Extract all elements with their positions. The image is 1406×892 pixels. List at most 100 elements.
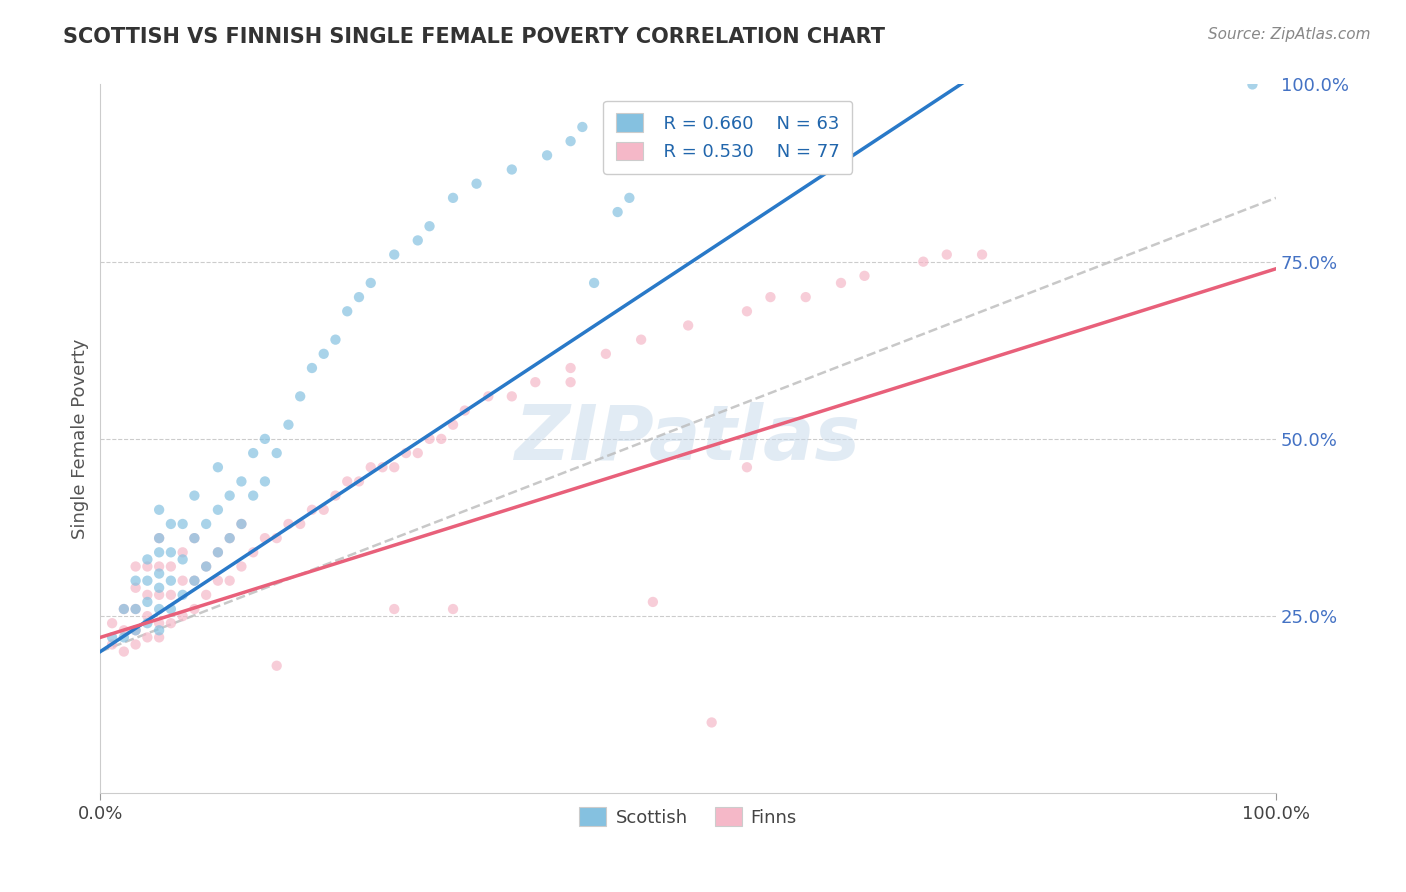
- Point: [735, 304, 758, 318]
- Point: [160, 602, 183, 616]
- Point: [360, 276, 382, 290]
- Point: [136, 595, 159, 609]
- Point: [970, 247, 993, 261]
- Point: [148, 545, 170, 559]
- Point: [183, 531, 205, 545]
- Point: [148, 602, 170, 616]
- Point: [735, 460, 758, 475]
- Point: [101, 631, 124, 645]
- Point: [454, 403, 477, 417]
- Point: [465, 177, 488, 191]
- Text: Source: ZipAtlas.com: Source: ZipAtlas.com: [1208, 27, 1371, 42]
- Point: [136, 631, 159, 645]
- Point: [207, 545, 229, 559]
- Point: [124, 602, 146, 616]
- Text: ZIPatlas: ZIPatlas: [515, 402, 860, 476]
- Point: [418, 219, 440, 234]
- Point: [700, 715, 723, 730]
- Point: [853, 268, 876, 283]
- Point: [759, 290, 782, 304]
- Point: [124, 574, 146, 588]
- Point: [571, 120, 593, 134]
- Point: [266, 446, 288, 460]
- Point: [124, 581, 146, 595]
- Point: [583, 276, 606, 290]
- Point: [676, 162, 699, 177]
- Point: [124, 624, 146, 638]
- Point: [124, 559, 146, 574]
- Point: [641, 595, 664, 609]
- Point: [266, 531, 288, 545]
- Point: [266, 658, 288, 673]
- Point: [277, 417, 299, 432]
- Point: [148, 531, 170, 545]
- Point: [218, 574, 240, 588]
- Point: [112, 644, 135, 658]
- Point: [148, 616, 170, 631]
- Point: [441, 191, 464, 205]
- Point: [336, 475, 359, 489]
- Point: [560, 375, 582, 389]
- Point: [136, 552, 159, 566]
- Point: [160, 516, 183, 531]
- Point: [160, 559, 183, 574]
- Point: [382, 460, 405, 475]
- Point: [124, 602, 146, 616]
- Point: [253, 432, 276, 446]
- Point: [218, 489, 240, 503]
- Point: [606, 205, 628, 219]
- Point: [794, 290, 817, 304]
- Point: [312, 503, 335, 517]
- Point: [231, 475, 253, 489]
- Point: [136, 616, 159, 631]
- Point: [160, 545, 183, 559]
- Point: [195, 588, 218, 602]
- Point: [195, 516, 218, 531]
- Point: [218, 531, 240, 545]
- Point: [935, 247, 957, 261]
- Point: [101, 616, 124, 631]
- Point: [172, 516, 194, 531]
- Point: [148, 624, 170, 638]
- Point: [124, 638, 146, 652]
- Point: [676, 318, 699, 333]
- Point: [501, 389, 523, 403]
- Point: [148, 531, 170, 545]
- Point: [136, 609, 159, 624]
- Point: [441, 602, 464, 616]
- Y-axis label: Single Female Poverty: Single Female Poverty: [72, 339, 89, 539]
- Point: [160, 588, 183, 602]
- Point: [207, 545, 229, 559]
- Point: [242, 545, 264, 559]
- Point: [301, 503, 323, 517]
- Point: [336, 304, 359, 318]
- Point: [501, 162, 523, 177]
- Point: [430, 432, 453, 446]
- Point: [630, 333, 652, 347]
- Point: [172, 545, 194, 559]
- Point: [253, 475, 276, 489]
- Point: [560, 134, 582, 148]
- Point: [325, 333, 347, 347]
- Point: [124, 624, 146, 638]
- Point: [183, 602, 205, 616]
- Point: [290, 389, 312, 403]
- Point: [112, 602, 135, 616]
- Point: [218, 531, 240, 545]
- Point: [524, 375, 547, 389]
- Point: [172, 574, 194, 588]
- Point: [112, 624, 135, 638]
- Point: [595, 347, 617, 361]
- Point: [406, 234, 429, 248]
- Point: [312, 347, 335, 361]
- Point: [148, 566, 170, 581]
- Point: [101, 638, 124, 652]
- Point: [148, 631, 170, 645]
- Point: [160, 574, 183, 588]
- Point: [830, 276, 852, 290]
- Point: [172, 609, 194, 624]
- Point: [912, 254, 935, 268]
- Point: [231, 559, 253, 574]
- Point: [172, 588, 194, 602]
- Point: [619, 191, 641, 205]
